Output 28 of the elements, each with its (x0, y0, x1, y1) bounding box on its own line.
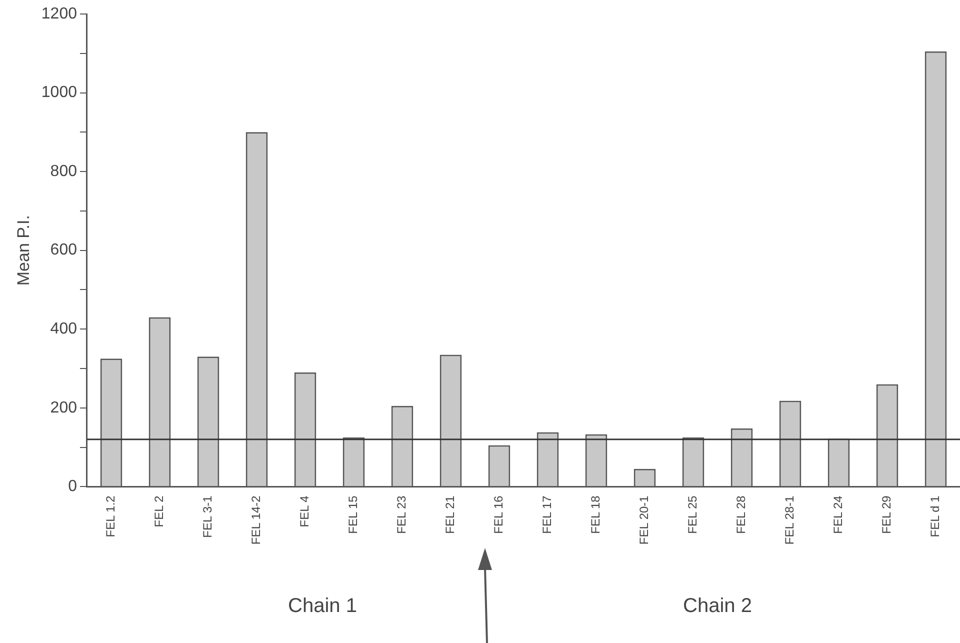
x-tick-label: FEL 1.2 (104, 495, 118, 538)
y-axis-title: Mean P.I. (14, 215, 33, 286)
y-tick-label: 200 (50, 399, 78, 416)
x-tick-label: FEL 20-1 (637, 495, 652, 545)
y-tick-label: 600 (50, 242, 78, 259)
x-tick-label: FEL 14-2 (249, 495, 264, 545)
y-tick-label: 1000 (41, 84, 78, 102)
text: Chain 1 (288, 595, 357, 618)
x-tick-label: FEL 4 (298, 495, 312, 528)
x-tick-label: FEL 25 (686, 495, 700, 534)
x-tick-label: FEL 3-1 (200, 495, 215, 538)
y-tick-label: 0 (68, 478, 78, 496)
x-tick-label: FEL 16 (492, 495, 506, 534)
x-tick-label: FEL 29 (880, 495, 894, 534)
x-tick-label: FEL 21 (443, 495, 458, 534)
x-tick-label: FEL 23 (394, 495, 409, 534)
y-tick-label: 800 (50, 162, 78, 180)
x-tick-label: FEL 15 (346, 495, 360, 534)
x-tick-label: FEL 24 (831, 495, 846, 534)
text: Chain 2 (683, 595, 752, 618)
y-tick-label: 1200 (41, 5, 78, 22)
x-tick-label: FEL 28 (734, 495, 748, 534)
x-tick-label: FEL d 1 (928, 495, 942, 538)
y-tick-label: 400 (50, 320, 78, 338)
x-tick-label: FEL 18 (588, 495, 603, 534)
x-tick-label: FEL 2 (152, 495, 166, 528)
x-tick-label: FEL 17 (540, 495, 554, 534)
x-tick-label: FEL 28-1 (782, 495, 797, 545)
